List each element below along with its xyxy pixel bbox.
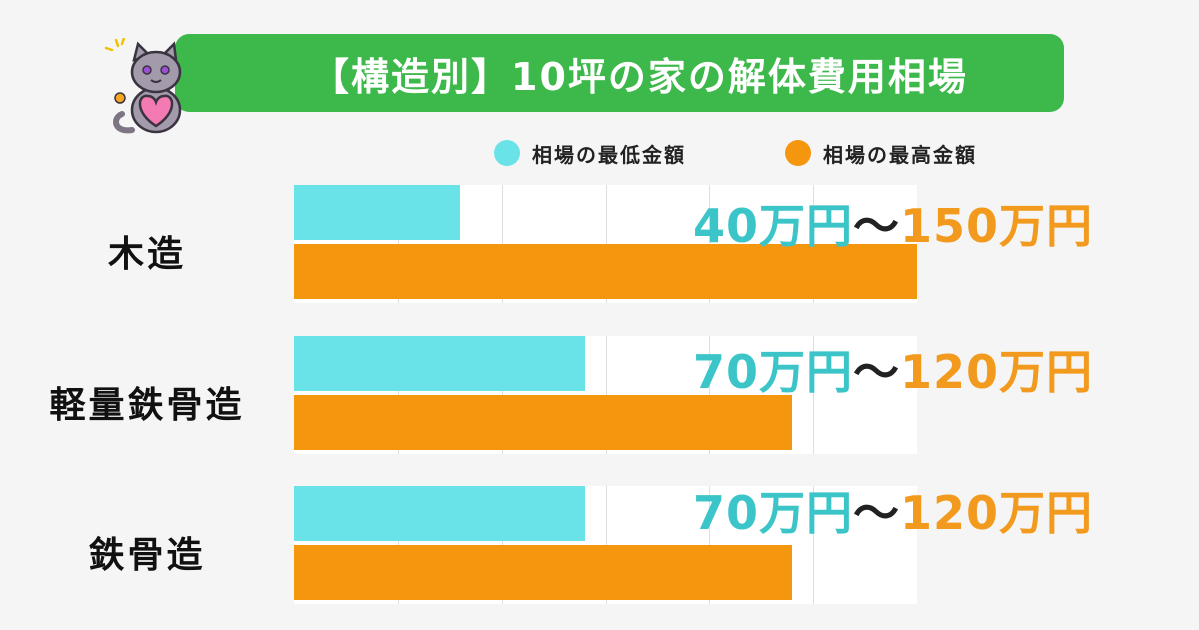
gridline [813, 486, 815, 604]
plot-area [294, 336, 917, 454]
gridline [813, 336, 815, 454]
category-label: 鉄骨造 [88, 535, 206, 576]
range-low-text: 70万円 [693, 345, 854, 399]
range-high-text: 120万円 [900, 345, 1094, 399]
category-label: 木造 [107, 234, 186, 275]
bar-max [294, 395, 793, 450]
range-sep-text: 〜 [853, 486, 901, 540]
cat-mascot-icon [104, 38, 182, 134]
category-label: 軽量鉄骨造 [49, 385, 245, 426]
range-label: 40万円〜150万円 [693, 190, 1093, 256]
legend-item-min: 相場の最低金額 [494, 137, 686, 169]
bar-max [294, 545, 793, 600]
range-label: 70万円〜120万円 [693, 336, 1093, 402]
legend-swatch-max [785, 140, 811, 166]
range-low-text: 40万円 [693, 199, 854, 253]
bar-min [294, 336, 585, 391]
legend-label-max: 相場の最高金額 [823, 142, 977, 167]
bar-min [294, 486, 585, 541]
plot-area [294, 486, 917, 604]
bar-max [294, 244, 917, 299]
range-high-text: 150万円 [900, 199, 1094, 253]
range-sep-text: 〜 [853, 199, 901, 253]
range-sep-text: 〜 [853, 345, 901, 399]
legend-item-max: 相場の最高金額 [785, 137, 977, 169]
title-banner: 【構造別】10坪の家の解体費用相場 [175, 34, 1064, 112]
range-label: 70万円〜120万円 [693, 477, 1093, 543]
legend-swatch-min [494, 140, 520, 166]
legend-label-min: 相場の最低金額 [532, 142, 686, 167]
range-low-text: 70万円 [693, 486, 854, 540]
chart-title: 【構造別】10坪の家の解体費用相場 [311, 54, 968, 99]
plot-area [294, 185, 917, 303]
bar-min [294, 185, 461, 240]
range-high-text: 120万円 [900, 486, 1094, 540]
